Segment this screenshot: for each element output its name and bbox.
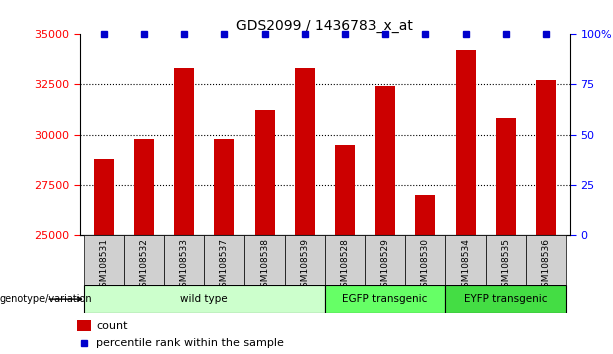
Title: GDS2099 / 1436783_x_at: GDS2099 / 1436783_x_at <box>237 19 413 33</box>
Bar <box>284 235 325 285</box>
Bar <box>94 159 114 235</box>
Bar <box>526 235 566 285</box>
Bar <box>77 320 91 331</box>
Bar <box>416 195 435 235</box>
Bar <box>405 235 446 285</box>
Text: GSM108539: GSM108539 <box>300 238 310 293</box>
Bar <box>134 138 154 235</box>
Text: count: count <box>96 321 128 331</box>
Text: GSM108528: GSM108528 <box>340 238 349 293</box>
Text: GSM108531: GSM108531 <box>99 238 109 293</box>
Bar <box>455 50 476 235</box>
Text: GSM108530: GSM108530 <box>421 238 430 293</box>
Bar <box>335 144 355 235</box>
Bar <box>164 235 204 285</box>
Text: genotype/variation: genotype/variation <box>0 294 93 304</box>
Bar <box>485 235 526 285</box>
Text: GSM108534: GSM108534 <box>461 238 470 293</box>
Bar <box>375 86 395 235</box>
Text: EYFP transgenic: EYFP transgenic <box>464 294 547 304</box>
Text: GSM108535: GSM108535 <box>501 238 510 293</box>
Bar <box>174 68 194 235</box>
Bar <box>84 235 124 285</box>
Bar <box>124 235 164 285</box>
Bar <box>325 235 365 285</box>
Text: wild type: wild type <box>180 294 228 304</box>
Bar <box>496 118 516 235</box>
Bar <box>215 138 234 235</box>
Bar <box>84 285 325 313</box>
Bar <box>365 235 405 285</box>
Bar <box>254 110 275 235</box>
Text: GSM108538: GSM108538 <box>260 238 269 293</box>
Bar <box>295 68 315 235</box>
Bar <box>245 235 284 285</box>
Text: GSM108533: GSM108533 <box>180 238 189 293</box>
Bar <box>325 285 446 313</box>
Bar <box>446 285 566 313</box>
Bar <box>446 235 485 285</box>
Text: EGFP transgenic: EGFP transgenic <box>343 294 428 304</box>
Bar <box>204 235 245 285</box>
Text: GSM108529: GSM108529 <box>381 238 390 293</box>
Text: GSM108537: GSM108537 <box>220 238 229 293</box>
Bar <box>536 80 556 235</box>
Text: GSM108536: GSM108536 <box>541 238 550 293</box>
Text: percentile rank within the sample: percentile rank within the sample <box>96 338 284 348</box>
Text: GSM108532: GSM108532 <box>140 238 148 293</box>
